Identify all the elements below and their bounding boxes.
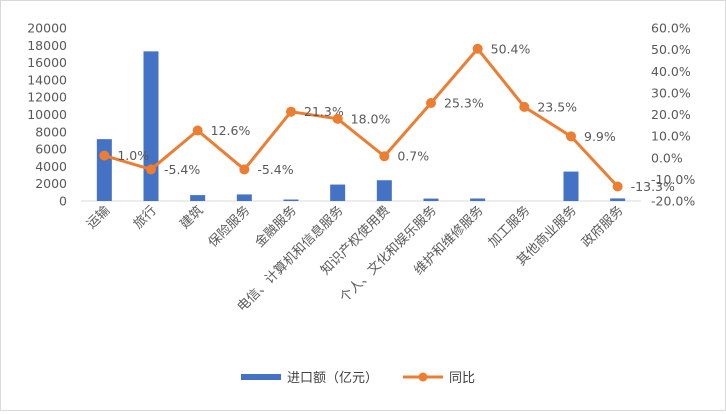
data-label: 18.0% bbox=[351, 111, 391, 126]
right-axis-tick-label: -20.0% bbox=[651, 194, 695, 209]
line-point bbox=[379, 151, 390, 162]
left-axis-tick-label: 12000 bbox=[27, 90, 67, 105]
line-point bbox=[519, 101, 530, 112]
data-label: 50.4% bbox=[491, 41, 531, 56]
right-axis-tick-label: 0.0% bbox=[651, 150, 683, 165]
line-point bbox=[146, 164, 156, 175]
bar bbox=[563, 171, 579, 201]
left-axis-tick-label: 2000 bbox=[35, 176, 67, 191]
bar bbox=[330, 184, 346, 201]
category-label: 建筑 bbox=[177, 203, 207, 233]
category-labels: 运输 旅行 建筑 保险服务 金融服务电信、计算机和信息服务知识产权使用费个人、文化和娱乐… bbox=[83, 203, 626, 315]
line-point bbox=[239, 164, 250, 175]
data-label: 21.3% bbox=[304, 104, 344, 119]
bar bbox=[610, 198, 626, 201]
line-point bbox=[99, 150, 110, 161]
left-axis-tick-label: 4000 bbox=[35, 159, 67, 174]
data-label: -5.4% bbox=[164, 162, 200, 177]
bar bbox=[470, 198, 486, 201]
left-axis-tick-label: 6000 bbox=[35, 142, 67, 157]
legend-label-line: 同比 bbox=[449, 371, 475, 386]
right-axis-tick-label: 50.0% bbox=[651, 42, 691, 57]
data-label: 12.6% bbox=[211, 123, 251, 138]
legend: 进口额（亿元） 同比 bbox=[241, 371, 475, 386]
left-axis-tick-label: 10000 bbox=[27, 107, 67, 122]
bar bbox=[283, 199, 299, 201]
right-axis-tick-label: 20.0% bbox=[651, 107, 691, 122]
line-point bbox=[612, 181, 623, 192]
legend-label-bar: 进口额（亿元） bbox=[287, 371, 378, 386]
legend-swatch-marker bbox=[418, 372, 428, 382]
line-point bbox=[192, 125, 203, 136]
data-label: 9.9% bbox=[584, 129, 616, 144]
bar bbox=[190, 195, 206, 201]
bar bbox=[96, 139, 112, 201]
data-label: 23.5% bbox=[537, 99, 577, 114]
line-point bbox=[286, 106, 296, 117]
line-point bbox=[472, 43, 483, 54]
category-label: 金融服务 bbox=[252, 203, 300, 251]
category-label: 政府服务 bbox=[578, 203, 626, 251]
category-label: 运输 bbox=[83, 203, 113, 233]
right-axis-tick-label: 40.0% bbox=[651, 64, 691, 79]
data-label: 25.3% bbox=[444, 96, 484, 111]
right-axis-tick-label: -10.0% bbox=[651, 172, 695, 187]
bar bbox=[423, 198, 439, 201]
data-label: -5.4% bbox=[257, 162, 293, 177]
line-point bbox=[426, 98, 436, 109]
right-axis-tick-label: 30.0% bbox=[651, 85, 691, 100]
bar bbox=[143, 51, 159, 202]
right-axis-tick-label: 10.0% bbox=[651, 129, 691, 144]
left-axis-tick-label: 20000 bbox=[27, 21, 67, 36]
data-label: 0.7% bbox=[397, 149, 429, 164]
line-point bbox=[332, 113, 343, 124]
line-point bbox=[566, 131, 576, 142]
legend-swatch-bar bbox=[241, 374, 281, 380]
bar bbox=[376, 180, 392, 201]
left-axis: 0 2000 4000 6000 8000 10000 12000 14000 16000 180… bbox=[27, 21, 67, 209]
data-label: 1.0% bbox=[117, 148, 149, 163]
category-label: 保险服务 bbox=[205, 203, 253, 251]
left-axis-tick-label: 14000 bbox=[27, 72, 67, 87]
right-axis: -20.0% -10.0% 0.0% 10.0% 20.0% 30.0% 40.0% 50.0… bbox=[651, 21, 695, 209]
left-axis-tick-label: 18000 bbox=[27, 38, 67, 53]
left-axis-tick-label: 8000 bbox=[35, 124, 67, 139]
data-label: -13.3% bbox=[631, 179, 675, 194]
line-series: 1.0% -5.4% 12.6% -5.4% 21.3% 18.0% 0.7% 25.3% 50… bbox=[99, 41, 675, 194]
category-label: 加工服务 bbox=[485, 203, 533, 251]
category-label: 旅行 bbox=[131, 203, 160, 232]
left-axis-tick-label: 0 bbox=[59, 194, 67, 209]
bar bbox=[236, 194, 252, 201]
left-axis-tick-label: 16000 bbox=[27, 55, 67, 70]
line-path bbox=[103, 47, 619, 188]
right-axis-tick-label: 60.0% bbox=[651, 21, 691, 36]
